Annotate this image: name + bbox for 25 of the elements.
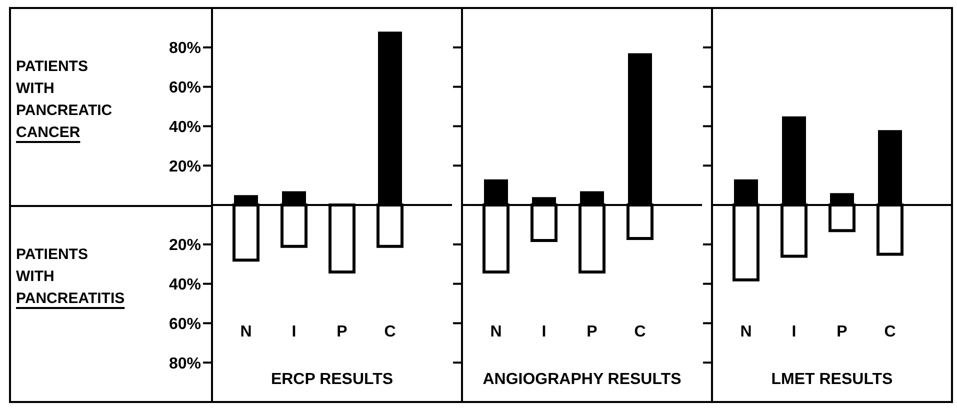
x-tick-label: I: [792, 323, 796, 340]
y-tick-label: 40%: [168, 276, 201, 294]
x-tick-label: I: [292, 323, 296, 340]
x-tick-label: N: [240, 323, 252, 340]
y-tick-label: 60%: [168, 79, 201, 96]
x-axis-title: ANGIOGRAPHY RESULTS: [482, 371, 682, 389]
text: PATIENTS WITH PANCREATIC CANCER: [16, 56, 112, 142]
y-tick-label: 80%: [168, 355, 201, 372]
x-tick-label: N: [490, 323, 502, 340]
x-tick-label: P: [586, 323, 598, 340]
x-tick-label: I: [542, 323, 546, 340]
x-tick-label: C: [634, 323, 646, 340]
text: PATIENTS WITH PANCREATITIS: [16, 244, 125, 308]
x-axis-title: LMET RESULTS: [770, 371, 894, 389]
y-tick-label: 60%: [168, 316, 201, 333]
y-tick-label: 80%: [168, 40, 201, 58]
y-tick-label: 20%: [168, 237, 201, 254]
x-axis-title: ERCP RESULTS: [270, 371, 394, 389]
x-tick-label: C: [884, 323, 896, 340]
x-tick-label: N: [740, 323, 752, 340]
x-tick-label: C: [384, 323, 396, 340]
x-tick-label: P: [836, 323, 848, 340]
x-tick-label: P: [336, 323, 348, 340]
y-tick-label: 40%: [168, 118, 201, 136]
y-tick-label: 20%: [168, 158, 201, 176]
